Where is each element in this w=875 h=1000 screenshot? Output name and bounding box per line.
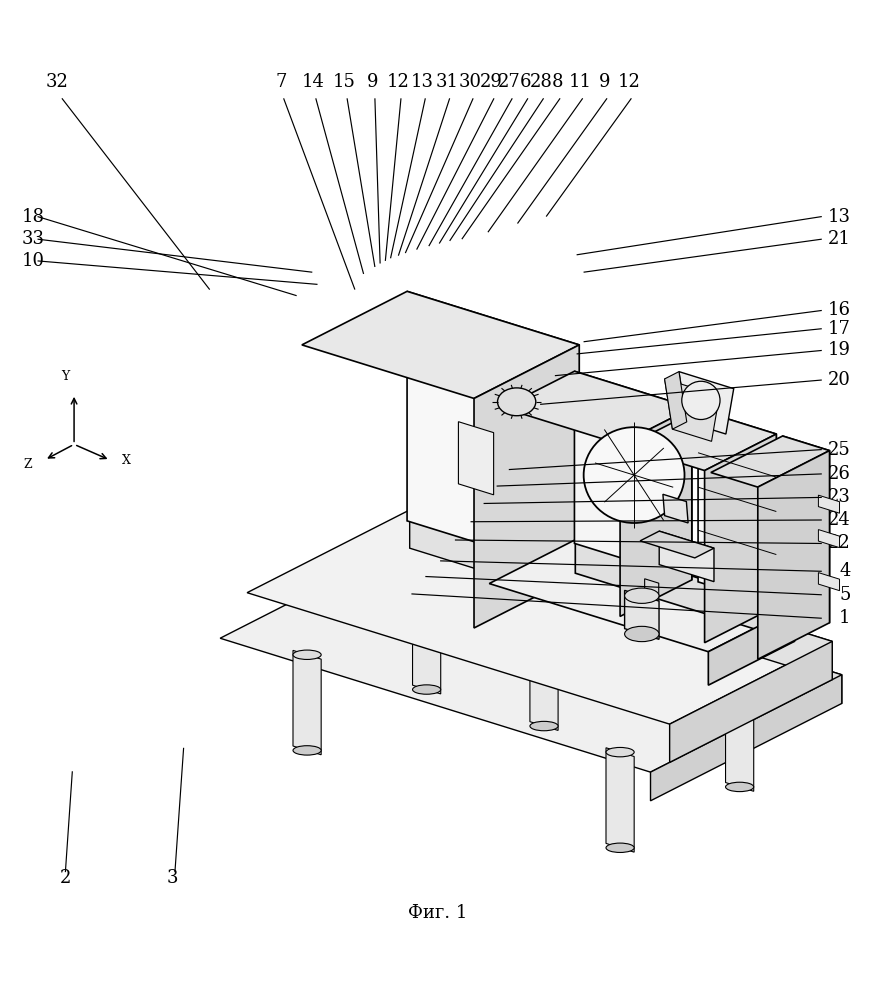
Text: 9: 9 [598, 73, 610, 91]
Ellipse shape [293, 650, 321, 659]
Polygon shape [704, 434, 776, 643]
Polygon shape [514, 389, 529, 409]
Polygon shape [474, 345, 579, 628]
Ellipse shape [530, 626, 558, 635]
Polygon shape [620, 408, 692, 616]
Polygon shape [818, 573, 839, 591]
Polygon shape [220, 541, 842, 772]
Polygon shape [698, 410, 776, 606]
Text: 6: 6 [520, 73, 531, 91]
Text: 30: 30 [459, 73, 482, 91]
Text: 18: 18 [22, 208, 45, 226]
Polygon shape [625, 590, 659, 639]
Text: 13: 13 [411, 73, 434, 91]
Polygon shape [530, 626, 558, 730]
Polygon shape [679, 372, 734, 434]
Polygon shape [650, 675, 842, 801]
Text: 24: 24 [828, 511, 850, 529]
Polygon shape [818, 530, 839, 548]
Text: 25: 25 [828, 441, 850, 459]
Text: 4: 4 [839, 562, 850, 580]
Polygon shape [293, 650, 321, 755]
Ellipse shape [412, 685, 441, 694]
Polygon shape [503, 371, 692, 444]
Text: 26: 26 [828, 465, 850, 483]
Polygon shape [575, 371, 692, 580]
Text: 12: 12 [618, 73, 640, 91]
Polygon shape [710, 436, 829, 487]
Text: 2: 2 [60, 869, 71, 887]
Polygon shape [669, 641, 832, 762]
Polygon shape [665, 379, 719, 441]
Polygon shape [458, 422, 493, 495]
Text: 20: 20 [828, 371, 850, 389]
Text: 32: 32 [46, 73, 69, 91]
Text: 29: 29 [480, 73, 503, 91]
Text: 11: 11 [569, 73, 592, 91]
Polygon shape [818, 495, 839, 513]
Ellipse shape [498, 388, 536, 416]
Ellipse shape [293, 746, 321, 755]
Text: 3: 3 [166, 869, 178, 887]
Text: 14: 14 [302, 73, 325, 91]
Text: 5: 5 [839, 586, 850, 604]
Ellipse shape [682, 381, 720, 420]
Polygon shape [565, 565, 768, 645]
Polygon shape [709, 608, 794, 685]
Text: 23: 23 [828, 488, 850, 506]
Text: 22: 22 [828, 534, 850, 552]
Polygon shape [411, 541, 842, 703]
Text: 16: 16 [828, 301, 850, 319]
Polygon shape [606, 748, 634, 852]
Text: 17: 17 [828, 320, 850, 338]
Polygon shape [725, 687, 753, 791]
Text: 7: 7 [276, 73, 287, 91]
Polygon shape [758, 451, 830, 659]
Text: Фиг. 1: Фиг. 1 [408, 904, 467, 922]
Polygon shape [247, 510, 832, 724]
Text: X: X [122, 454, 130, 467]
Polygon shape [410, 510, 832, 680]
Polygon shape [659, 531, 714, 582]
Text: 10: 10 [22, 252, 45, 270]
Ellipse shape [725, 687, 753, 696]
Polygon shape [665, 372, 687, 429]
Ellipse shape [606, 747, 634, 757]
Ellipse shape [412, 589, 441, 599]
Text: Z: Z [24, 458, 32, 471]
Text: 13: 13 [828, 208, 850, 226]
Text: 9: 9 [367, 73, 378, 91]
Ellipse shape [625, 626, 659, 642]
Text: 28: 28 [529, 73, 552, 91]
Ellipse shape [725, 782, 753, 792]
Text: 15: 15 [333, 73, 356, 91]
Text: 21: 21 [828, 230, 850, 248]
Polygon shape [575, 540, 794, 641]
Polygon shape [412, 590, 441, 694]
Text: 27: 27 [498, 73, 521, 91]
Ellipse shape [606, 843, 634, 852]
Polygon shape [489, 540, 794, 652]
Polygon shape [626, 410, 776, 471]
Polygon shape [640, 531, 714, 558]
Text: 1: 1 [839, 609, 850, 627]
Polygon shape [541, 565, 768, 640]
Polygon shape [302, 291, 579, 398]
Ellipse shape [530, 721, 558, 731]
Text: 33: 33 [22, 230, 45, 248]
Text: 8: 8 [552, 73, 564, 91]
Text: 19: 19 [828, 341, 850, 359]
Polygon shape [407, 291, 579, 574]
Text: 31: 31 [436, 73, 458, 91]
Text: Y: Y [61, 370, 69, 383]
Ellipse shape [584, 427, 684, 523]
Text: 12: 12 [387, 73, 410, 91]
Polygon shape [782, 436, 830, 623]
Polygon shape [663, 494, 688, 523]
Polygon shape [645, 579, 659, 600]
Ellipse shape [625, 588, 659, 603]
